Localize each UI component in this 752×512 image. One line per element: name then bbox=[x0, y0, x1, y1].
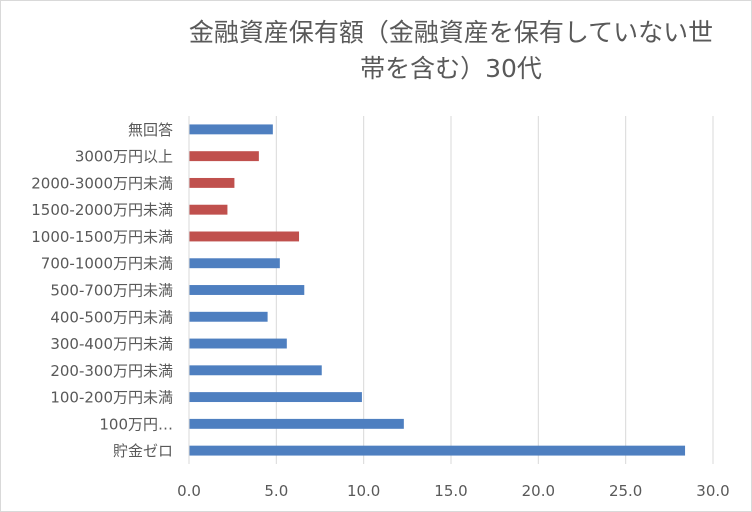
category-label-9: 200-300万円未満 bbox=[50, 362, 173, 380]
bar-2 bbox=[189, 177, 235, 188]
category-label-11: 100万円… bbox=[99, 415, 173, 433]
category-label-6: 500-700万円未満 bbox=[50, 282, 173, 300]
category-label-8: 300-400万円未満 bbox=[50, 335, 173, 353]
bar-0 bbox=[189, 124, 273, 135]
chart-title-line-2: 帯を含む）30代 bbox=[360, 54, 542, 83]
bar-12 bbox=[189, 445, 686, 456]
bar-1 bbox=[189, 151, 259, 162]
x-tick-label-2: 10.0 bbox=[347, 482, 380, 500]
x-tick-label-5: 25.0 bbox=[609, 482, 642, 500]
x-tick-label-6: 30.0 bbox=[696, 482, 729, 500]
category-label-2: 2000-3000万円未満 bbox=[31, 174, 173, 192]
bar-10 bbox=[189, 392, 362, 403]
x-tick-label-4: 20.0 bbox=[522, 482, 555, 500]
bar-3 bbox=[189, 204, 228, 215]
category-label-7: 400-500万円未満 bbox=[50, 308, 173, 326]
bar-5 bbox=[189, 258, 280, 269]
category-label-1: 3000万円以上 bbox=[75, 148, 173, 166]
bar-11 bbox=[189, 418, 404, 429]
bar-6 bbox=[189, 285, 305, 295]
bar-9 bbox=[189, 365, 322, 376]
category-label-12: 貯金ゼロ bbox=[113, 442, 173, 460]
category-label-3: 1500-2000万円未満 bbox=[31, 201, 173, 219]
category-label-5: 700-1000万円未満 bbox=[41, 255, 173, 273]
bar-4 bbox=[189, 231, 300, 242]
chart-title-line-1: 金融資産保有額（金融資産を保有していない世 bbox=[188, 18, 714, 47]
category-label-4: 1000-1500万円未満 bbox=[31, 228, 173, 246]
bar-7 bbox=[189, 311, 268, 322]
x-tick-label-1: 5.0 bbox=[264, 482, 288, 500]
x-tick-label-3: 15.0 bbox=[434, 482, 467, 500]
category-label-0: 無回答 bbox=[128, 121, 173, 139]
chart-title: 金融資産保有額（金融資産を保有していない世 帯を含む）30代 bbox=[151, 15, 751, 87]
category-label-10: 100-200万円未満 bbox=[50, 389, 173, 407]
bar-8 bbox=[189, 338, 287, 349]
x-tick-label-0: 0.0 bbox=[177, 482, 201, 500]
